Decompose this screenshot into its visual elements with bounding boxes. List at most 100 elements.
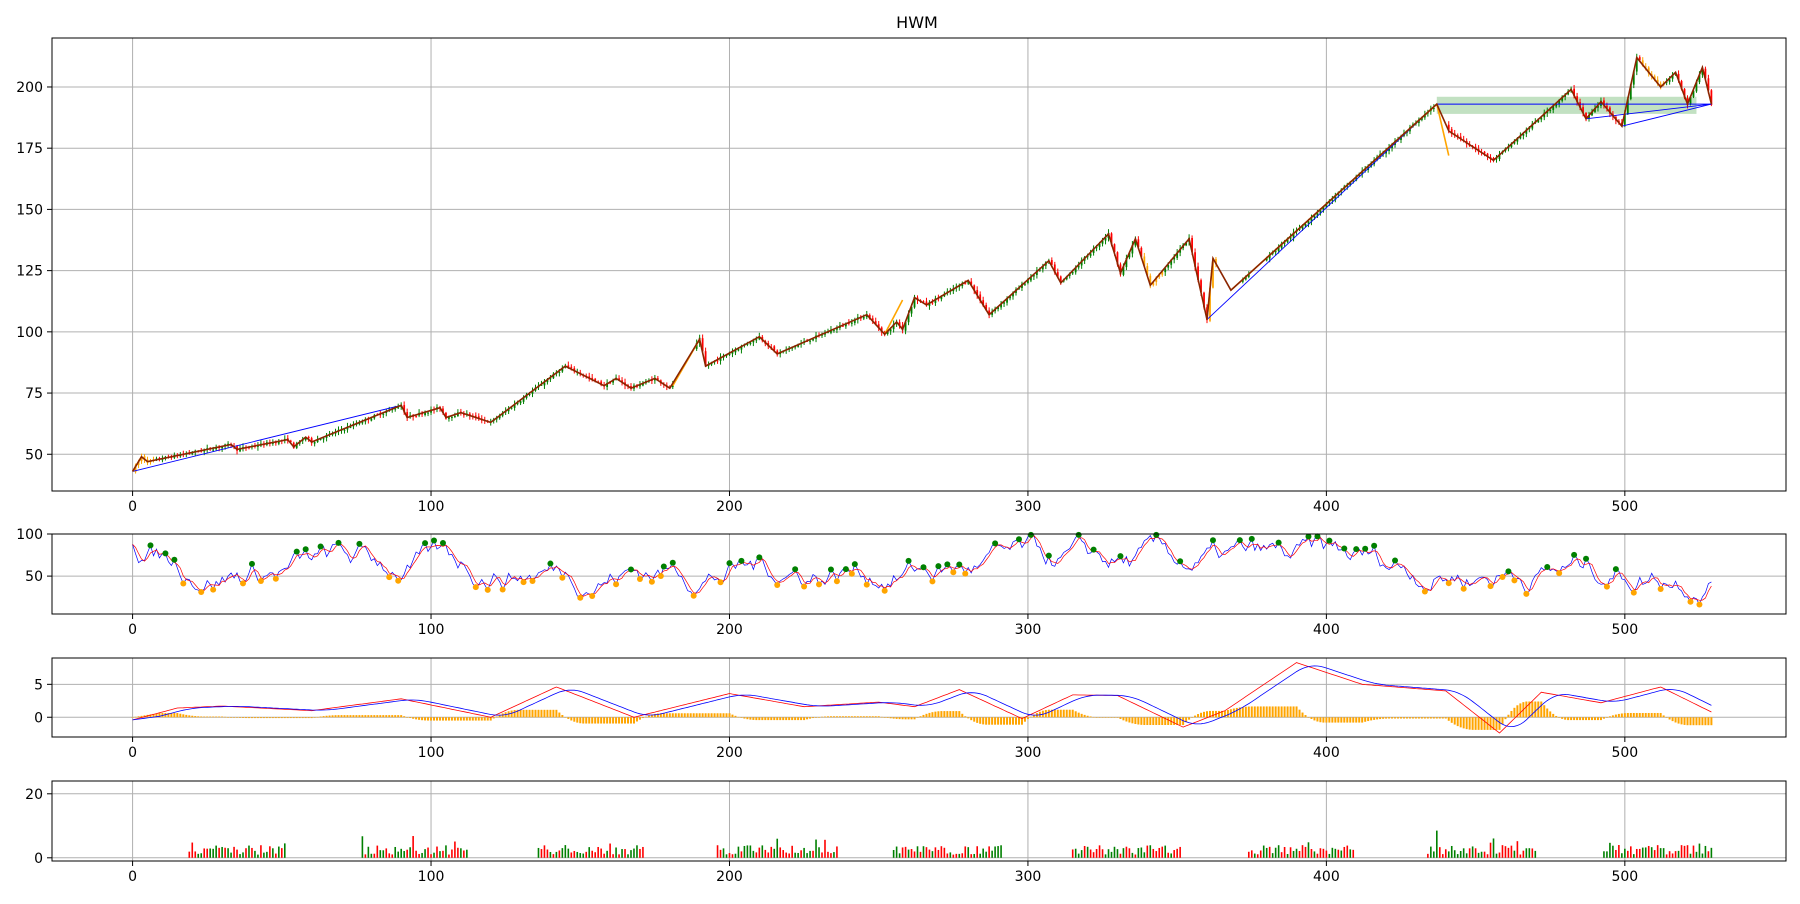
volume-bar [1289,847,1292,858]
histogram-bar [1271,706,1274,718]
histogram-bar [638,717,641,720]
histogram-bar [1259,706,1262,718]
histogram-bar [994,717,997,725]
histogram-bar [1689,717,1692,726]
histogram-bar [1161,717,1164,726]
histogram-bar [940,711,943,718]
trough-marker [690,592,697,599]
candle-body [830,329,832,333]
volume-bar [1686,845,1689,858]
candle-body [451,416,453,418]
histogram-bar [1095,717,1098,718]
volume-bar [570,852,573,858]
candle-body [257,445,259,447]
volume-bar [1346,845,1349,858]
candle-body [1432,108,1435,110]
histogram-bar [274,717,277,719]
histogram-bar [823,716,826,718]
volume-bar [567,848,570,858]
histogram-bar [373,715,376,718]
candle-body [1146,266,1149,276]
candle-body [850,322,853,324]
volume-bar [1313,851,1316,858]
candle-body [358,423,361,425]
trough-marker [1687,598,1694,605]
histogram-bar [826,716,829,718]
y-tick-label: 0 [34,710,43,726]
volume-bar [1680,845,1683,858]
volume-bar [1653,850,1656,858]
candle-body [370,418,373,421]
histogram-bar [1408,717,1411,719]
volume-bar [755,852,758,858]
histogram-bar [486,717,489,721]
candle-body [1459,136,1462,140]
histogram-bar [1489,717,1492,730]
histogram-bar [1659,712,1662,718]
candle-body [734,349,737,353]
trough-marker [717,579,724,586]
histogram-bar [841,716,844,718]
volume-bar [952,854,955,858]
candle-body [907,313,910,323]
volume-bar [1692,845,1695,858]
volume-bar [1504,846,1507,858]
histogram-bar [1456,717,1459,727]
histogram-bar [495,716,498,718]
histogram-bar [1068,709,1071,718]
volume-bar [1080,850,1083,858]
histogram-bar [782,717,785,721]
volume-bar [457,847,459,858]
candle-body [844,323,847,327]
histogram-bar [934,711,937,718]
volume-bar [1295,848,1298,858]
y-tick-label: 100 [16,325,43,341]
candle-body [1191,238,1193,252]
volume-bar [994,846,996,858]
histogram-bar [627,717,630,724]
volume-bar [1271,853,1274,858]
histogram-bar [1626,712,1629,718]
histogram-bar [1104,717,1107,718]
volume-bar [1179,846,1181,858]
candle-body [361,422,364,424]
volume-bar [409,847,411,858]
y-tick-label: 150 [16,202,43,218]
candle-body [618,378,620,380]
histogram-bar [791,717,794,721]
histogram-bar [1053,709,1056,718]
volume-bar [561,848,564,858]
histogram-bar [1411,717,1414,719]
histogram-bar [433,717,436,721]
volume-bar [931,851,934,858]
volume-bar [743,845,746,858]
histogram-bar [644,716,647,718]
candle-body [561,367,564,372]
candle-body [474,415,477,417]
histogram-bar [1020,717,1023,725]
histogram-bar [1543,705,1546,718]
histogram-bar [1089,716,1092,718]
candle-body [588,376,591,378]
histogram-bar [185,714,188,718]
volume-bar [895,846,898,858]
histogram-bar [850,716,853,718]
histogram-bar [1194,715,1197,718]
histogram-bar [1289,706,1292,718]
volume-bar [194,851,197,858]
candle-body [1059,276,1062,282]
volume-bar [1283,846,1286,858]
volume-bar [418,853,420,858]
histogram-bar [1340,717,1343,723]
histogram-bar [695,713,698,718]
histogram-bar [1447,717,1450,721]
histogram-bar [1074,711,1077,718]
histogram-bar [250,717,253,719]
volume-bar [439,851,441,858]
candle-body [415,416,418,418]
volume-bar [767,852,770,858]
candle-body [833,329,835,331]
histogram-bar [919,716,922,718]
volume-bar [976,846,978,858]
histogram-bar [734,715,737,718]
